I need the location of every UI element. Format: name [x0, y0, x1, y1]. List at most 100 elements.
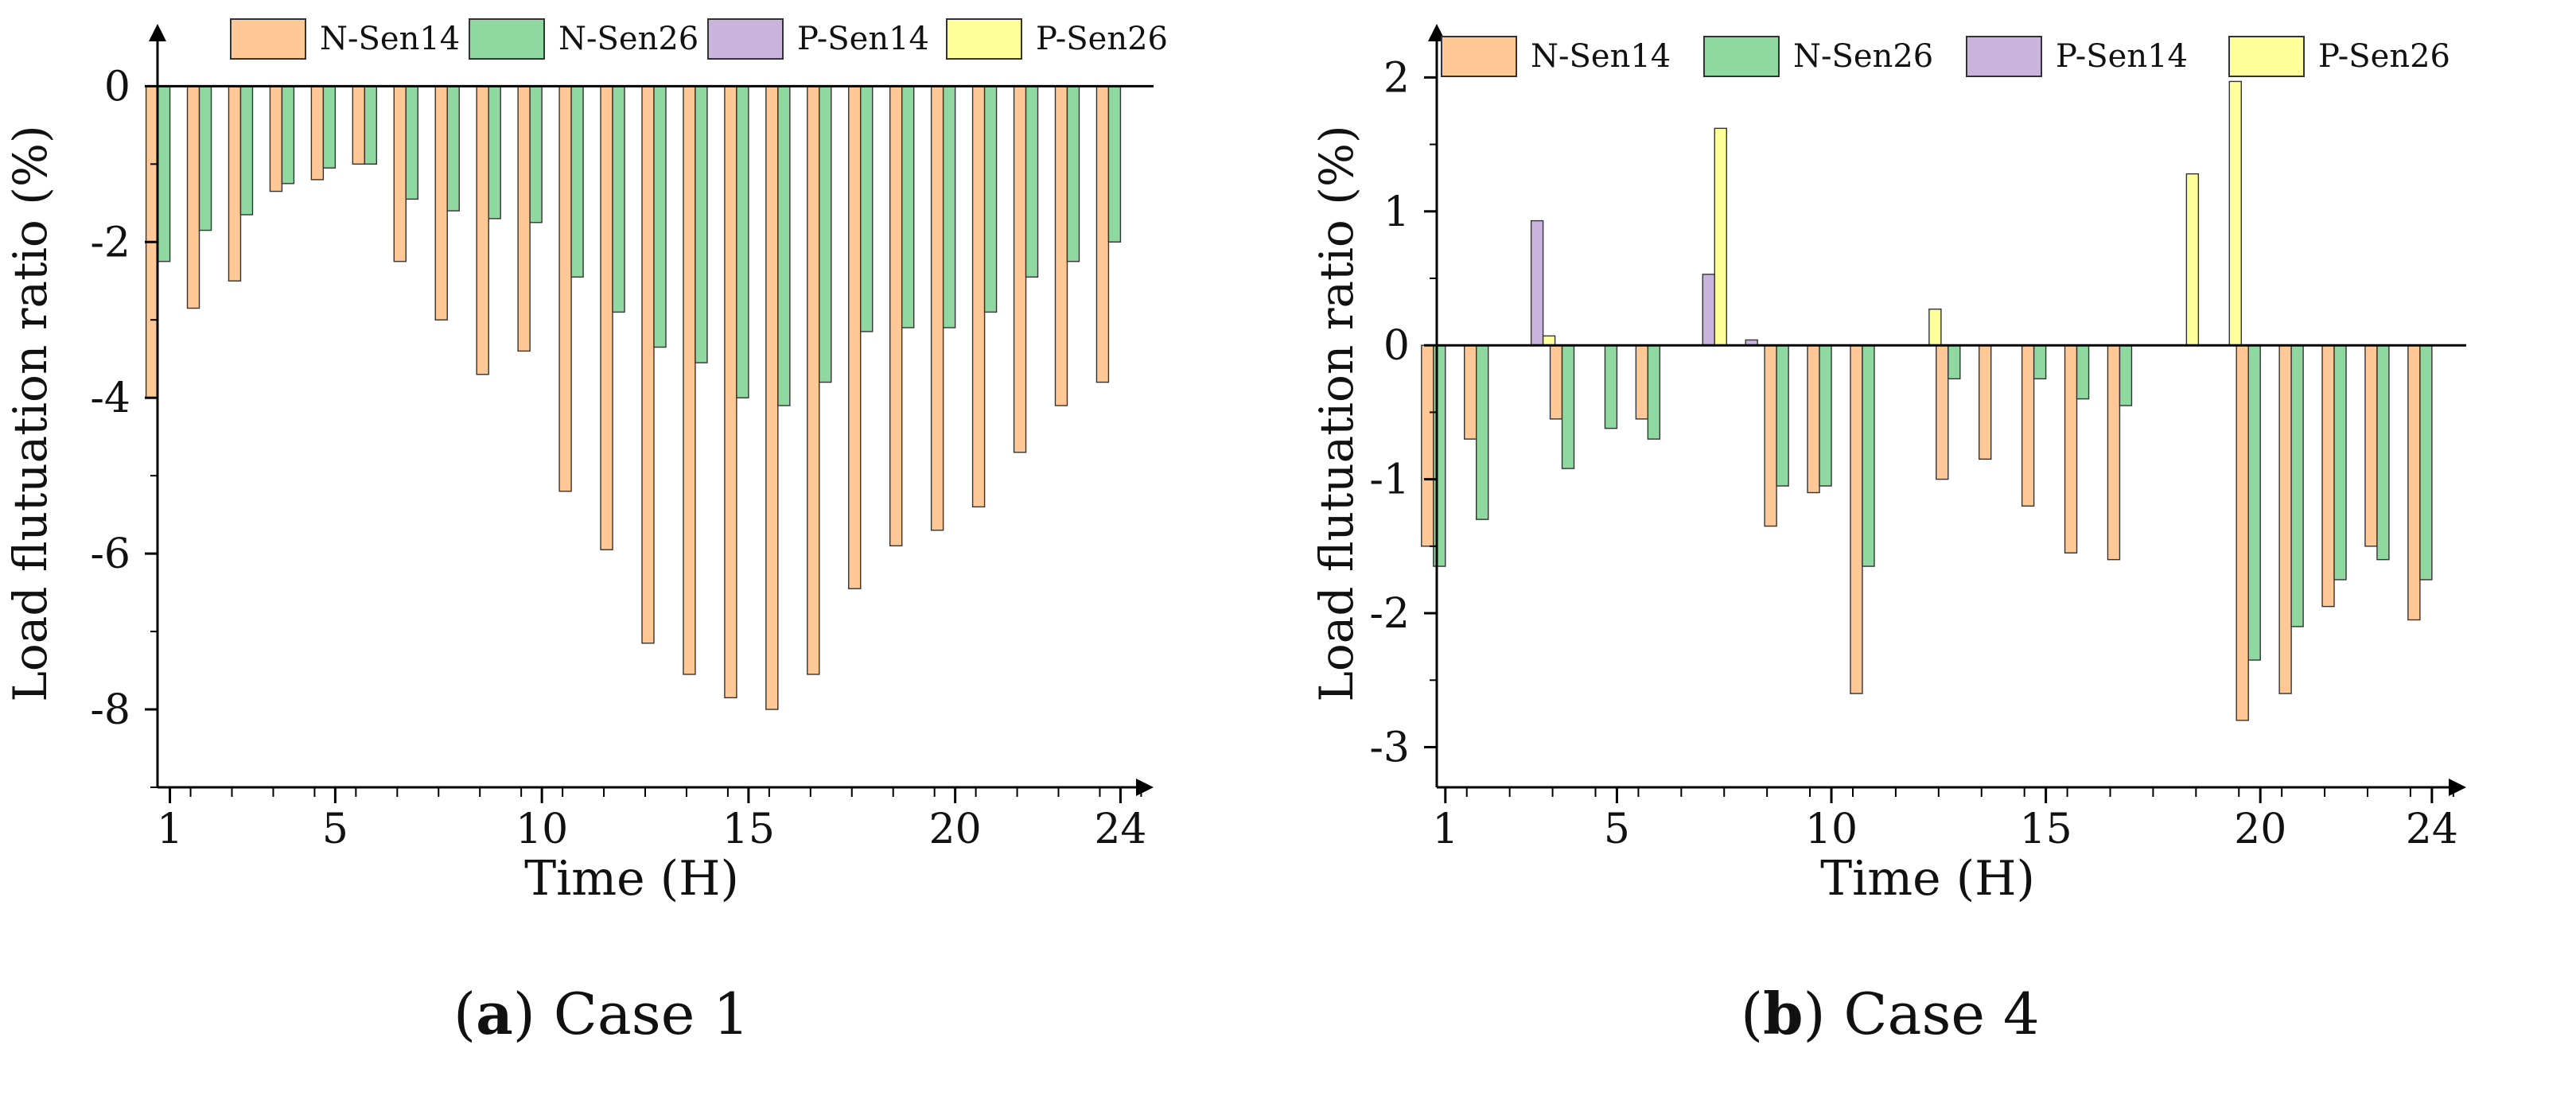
- y-tick-label: -2: [90, 219, 130, 266]
- x-axis-arrow: [2449, 779, 2466, 796]
- bar-n-sen26-t15: [2033, 344, 2047, 380]
- bar-n-sen14-t16: [765, 85, 779, 710]
- legend-swatch-p-sen26: [946, 18, 1022, 60]
- bar-n-sen14-t14: [1979, 344, 1992, 460]
- chart-panel-case-1: 0 -2 -4 -6 -8 1 5 10 15 20 24 Time (H) Load flutuati…: [0, 0, 1233, 1107]
- bar-n-sen14-t21: [971, 85, 986, 508]
- bar-n-sen14-t18: [848, 85, 862, 589]
- x-tick-label: 5: [1604, 806, 1630, 853]
- bar-n-sen14-t10: [1807, 344, 1820, 494]
- bar-n-sen14-t23: [1054, 85, 1068, 406]
- bar-n-sen14-t11: [558, 85, 572, 492]
- bar-p-sen14-t3: [1530, 219, 1544, 346]
- bar-n-sen26-t4: [1561, 344, 1575, 469]
- x-tick-label: 20: [929, 806, 982, 853]
- legend-label-p-sen26: P-Sen26: [1036, 21, 1168, 57]
- bar-n-sen26-t17: [2119, 344, 2133, 406]
- bar-n-sen26-t2: [1475, 344, 1489, 520]
- x-axis-title: Time (H): [1820, 851, 2035, 907]
- caption-label-a: a: [476, 980, 513, 1047]
- legend-label-p-sen26: P-Sen26: [2318, 38, 2450, 75]
- caption-case-4: (b) Case 4: [1741, 980, 2040, 1047]
- bar-p-sen26-t18: [2185, 173, 2200, 346]
- y-axis-title: Load flutuation ratio (%): [3, 125, 57, 701]
- bar-n-sen14-t5: [310, 85, 325, 181]
- bar-n-sen26-t5: [1604, 344, 1618, 429]
- bar-n-sen26-t13: [653, 85, 667, 348]
- bar-n-sen14-t11: [1850, 344, 1863, 694]
- bar-n-sen26-t9: [1776, 344, 1789, 487]
- bar-n-sen14-t22: [2321, 344, 2335, 608]
- bar-n-sen14-t2: [186, 85, 200, 309]
- x-tick-label: 10: [1805, 806, 1858, 853]
- bar-n-sen26-t6: [1647, 344, 1661, 440]
- bar-n-sen26-t21: [983, 85, 998, 313]
- bar-n-sen14-t13: [641, 85, 655, 644]
- bar-n-sen14-t16: [2064, 344, 2078, 554]
- x-tick-label: 1: [1432, 806, 1458, 853]
- legend-label-n-sen14: N-Sen14: [320, 21, 460, 57]
- legend-swatch-n-sen14: [230, 18, 306, 60]
- bar-n-sen14-t8: [434, 85, 448, 320]
- bar-n-sen26-t2: [198, 85, 212, 231]
- bar-p-sen26-t7: [1714, 127, 1727, 346]
- bar-n-sen14-t14: [683, 85, 696, 675]
- bar-n-sen26-t17: [819, 85, 832, 383]
- bar-n-sen26-t11: [570, 85, 584, 278]
- bar-n-sen14-t9: [476, 85, 489, 375]
- x-tick-label: 20: [2234, 806, 2286, 853]
- chart-panel-case-4: 2 1 0 -1 -2 -3 1 5 10 15 20 24 Time (H) Load flutuati…: [1288, 0, 2576, 1107]
- bar-n-sen14-t21: [2278, 344, 2292, 694]
- legend-label-p-sen14: P-Sen14: [2056, 38, 2188, 75]
- bar-n-sen26-t14: [695, 85, 708, 363]
- bar-n-sen26-t11: [1862, 344, 1875, 567]
- bar-n-sen26-t23: [1066, 85, 1080, 262]
- bar-n-sen26-t24: [1107, 85, 1122, 243]
- y-tick-label: 2: [1383, 54, 1410, 102]
- legend-label-n-sen26: N-Sen26: [1793, 38, 1933, 75]
- y-tick-label: -4: [90, 375, 130, 422]
- bar-n-sen14-t6: [1635, 344, 1649, 420]
- bar-n-sen14-t20: [930, 85, 944, 531]
- legend-swatch-n-sen26: [469, 18, 545, 60]
- bar-n-sen14-t23: [2364, 344, 2378, 547]
- bar-n-sen14-t1: [1421, 344, 1434, 547]
- bar-n-sen14-t15: [724, 85, 737, 699]
- caption-case-1: (a) Case 1: [453, 980, 750, 1047]
- bar-n-sen26-t15: [736, 85, 749, 398]
- bar-n-sen26-t12: [612, 85, 625, 313]
- legend-label-n-sen14: N-Sen14: [1531, 38, 1671, 75]
- bar-n-sen26-t22: [2333, 344, 2347, 581]
- bar-n-sen26-t23: [2376, 344, 2390, 561]
- bar-n-sen26-t22: [1025, 85, 1039, 278]
- x-tick-label: 1: [157, 806, 183, 853]
- y-tick-label: -2: [1369, 590, 1410, 638]
- legend-label-n-sen26: N-Sen26: [558, 21, 698, 57]
- bar-p-sen26-t3: [1542, 335, 1556, 346]
- legend-swatch-n-sen26: [1703, 36, 1780, 77]
- y-tick-label: 0: [1383, 322, 1410, 370]
- y-tick-label: -3: [1369, 724, 1410, 771]
- bar-n-sen14-t22: [1013, 85, 1027, 453]
- x-tick-label: 5: [322, 806, 348, 853]
- bar-n-sen26-t1: [157, 85, 171, 262]
- bar-n-sen14-t10: [517, 85, 531, 352]
- x-tick-label: 15: [2020, 806, 2072, 853]
- x-axis-arrow: [1136, 779, 1154, 796]
- bar-n-sen26-t13: [1948, 344, 1961, 380]
- y-axis-title: Load flutuation ratio (%): [1309, 125, 1364, 701]
- bar-n-sen26-t5: [322, 85, 337, 169]
- bar-n-sen26-t10: [529, 85, 543, 223]
- bar-n-sen14-t19: [889, 85, 903, 547]
- bar-n-sen26-t20: [2247, 344, 2261, 661]
- x-tick-label: 15: [722, 806, 775, 853]
- bar-n-sen26-t21: [2290, 344, 2304, 627]
- legend-label-p-sen14: P-Sen14: [797, 21, 929, 57]
- caption-text-a: Case 1: [553, 981, 750, 1047]
- legend-swatch-p-sen26: [2228, 36, 2305, 77]
- bar-n-sen14-t12: [600, 85, 613, 550]
- x-tick-label: 24: [2406, 806, 2458, 853]
- legend-swatch-p-sen14: [1966, 36, 2042, 77]
